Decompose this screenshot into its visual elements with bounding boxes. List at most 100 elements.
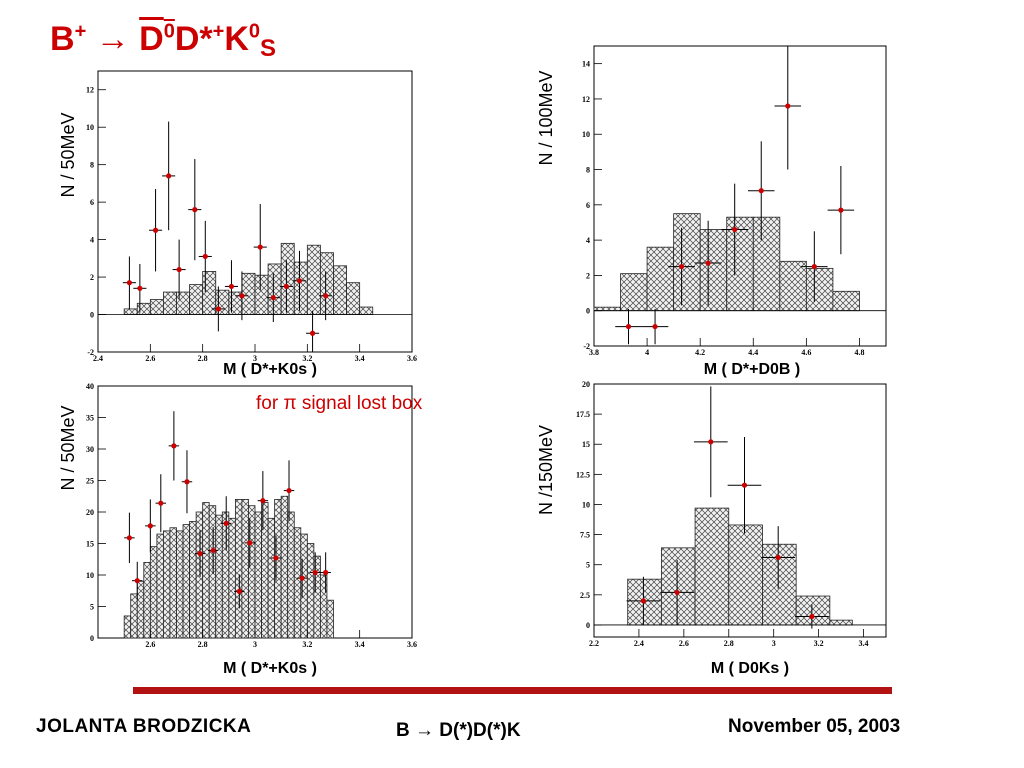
y-tick-label: 12	[582, 95, 590, 104]
histogram-bar	[195, 511, 204, 639]
y-tick-label: 6	[586, 201, 590, 210]
y-tick-label: 5	[90, 603, 94, 612]
y-tick-label: 5	[586, 561, 590, 570]
histogram-bar	[169, 527, 177, 639]
histogram-bar	[254, 274, 269, 315]
y-axis-label: N / 100MeV	[536, 70, 556, 165]
histogram-bar	[293, 261, 308, 315]
histogram-bar	[333, 265, 347, 315]
x-axis-label: M ( D*+K0s )	[223, 660, 317, 677]
y-tick-label: 0	[586, 621, 590, 630]
data-point	[236, 588, 242, 594]
x-tick-label: 2.8	[198, 354, 208, 363]
chart-panel-1: 2.4 2.6 2.8 3 3.2 3.4 3.6 -2 0 2 4 6 8 10 12 M ( D*+K0s…	[58, 70, 417, 378]
y-tick-label: -2	[583, 342, 590, 351]
y-tick-label: 12.5	[576, 470, 590, 479]
histogram-bar	[646, 246, 675, 312]
histogram-bar	[163, 530, 171, 639]
histogram-bar	[156, 533, 164, 639]
histogram-bar	[208, 505, 217, 639]
histogram-bar	[202, 502, 210, 639]
x-axis-label: M ( D0Ks )	[711, 660, 789, 677]
footer-divider	[133, 687, 892, 694]
y-tick-label: -2	[87, 348, 94, 357]
y-tick-label: 35	[86, 414, 94, 423]
y-tick-label: 8	[586, 166, 590, 175]
data-point	[126, 280, 132, 286]
histogram-bar	[359, 306, 374, 315]
histogram-bar	[189, 521, 197, 639]
footer-author: JOLANTA BRODZICKA	[36, 716, 252, 737]
histogram-bar	[280, 495, 289, 639]
histogram-bar	[221, 511, 230, 639]
chart-panel-2: 3.8 4 4.2 4.4 4.6 4.8 -2 0 2 4 6 8 10 12 14 M ( D*+D0B …	[536, 45, 887, 378]
y-tick-label: 2	[586, 271, 590, 280]
data-point	[296, 278, 303, 284]
data-point	[758, 188, 764, 194]
x-axis-label: M ( D*+K0s )	[223, 361, 317, 378]
histogram-bar	[202, 271, 217, 315]
data-point	[192, 207, 198, 213]
histogram-bar	[795, 595, 831, 626]
x-axis-label: M ( D*+D0B )	[704, 361, 800, 378]
histogram-bar	[293, 527, 302, 639]
plot-frame	[593, 45, 887, 347]
title-k-s: S	[260, 35, 277, 62]
histogram-bar	[699, 229, 728, 312]
histogram-bar	[123, 308, 138, 315]
histogram-bar	[143, 562, 151, 639]
histogram-bar	[832, 290, 860, 312]
y-axis-label: N / 50MeV	[58, 405, 78, 490]
histogram-bar	[189, 284, 204, 315]
data-point	[171, 443, 177, 449]
data-point	[705, 260, 711, 266]
data-point	[652, 323, 658, 330]
histogram-bar	[123, 615, 132, 639]
histogram-bar	[280, 242, 295, 315]
histogram-bar	[752, 216, 781, 312]
chart-panel-4: 2.2 2.4 2.6 2.8 3 3.2 3.4 0 2.5 5 7.5 10 12.5 15 17.5 2…	[536, 380, 887, 677]
histogram-bar	[673, 213, 701, 312]
data-point	[809, 613, 815, 620]
data-point	[197, 550, 203, 557]
data-point	[223, 520, 229, 526]
data-point	[625, 323, 632, 330]
x-tick-label: 3.2	[302, 354, 312, 363]
data-point	[228, 283, 235, 290]
data-point	[152, 227, 159, 233]
histogram-bar	[241, 272, 256, 315]
y-tick-label: 6	[90, 198, 94, 207]
histogram-bar	[287, 511, 295, 639]
data-point	[270, 295, 276, 301]
footer-date: November 05, 2003	[728, 716, 901, 737]
y-tick-label: 0	[90, 634, 94, 643]
x-tick-label: 2.4	[634, 639, 644, 648]
data-point	[260, 498, 266, 504]
y-tick-label: 10	[582, 500, 590, 509]
y-tick-label: 12	[86, 86, 94, 95]
y-tick-label: 40	[86, 382, 94, 391]
histogram-bar	[136, 302, 151, 315]
data-point	[176, 266, 182, 273]
y-tick-label: 2.5	[580, 591, 590, 600]
y-tick-label: 4	[90, 236, 94, 245]
y-tick-label: 4	[586, 236, 590, 245]
data-point	[640, 598, 647, 604]
data-point	[202, 253, 208, 260]
x-tick-label: 2.8	[724, 639, 734, 648]
histogram-bar	[241, 498, 249, 639]
histogram-bar	[726, 216, 754, 312]
y-tick-label: 0	[90, 311, 94, 320]
y-tick-label: 8	[90, 161, 94, 170]
histogram-bar	[728, 524, 763, 626]
x-tick-label: 4	[645, 348, 649, 357]
title-b: B	[50, 20, 75, 58]
histogram-bar	[234, 498, 243, 639]
histogram-bar	[320, 252, 334, 315]
data-point	[166, 173, 172, 179]
data-point	[309, 330, 316, 336]
x-tick-label: 3.8	[589, 348, 599, 357]
x-tick-label: 3.4	[859, 639, 869, 648]
data-point	[286, 487, 292, 494]
data-point	[708, 439, 714, 445]
